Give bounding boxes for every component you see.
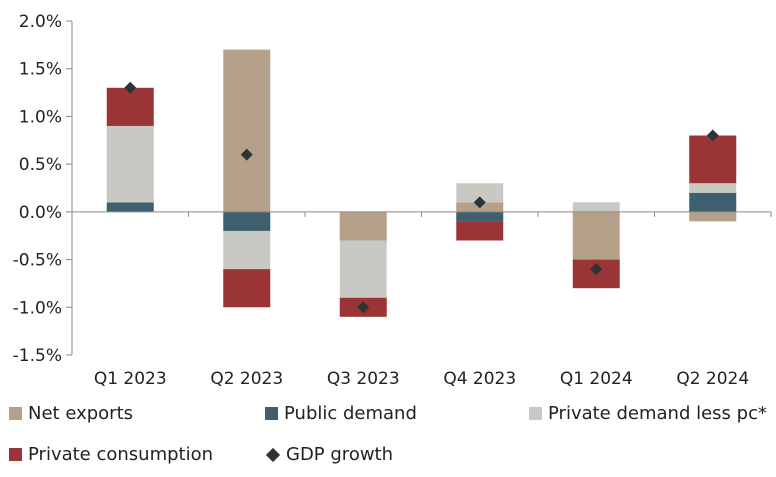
y-axis: 2.0% 1.5% 1.0% 0.5% 0.0% -0.5% -1.0% -1.5%	[13, 12, 73, 366]
gdp-growth-marker	[357, 301, 370, 314]
bar-segment	[572, 202, 620, 212]
y-tick-label: 0.5%	[19, 155, 62, 175]
bar-segment	[106, 202, 154, 212]
y-tick-label: -1.5%	[13, 346, 62, 366]
stacked-bar-chart: 2.0% 1.5% 1.0% 0.5% 0.0% -0.5% -1.0% -1.5% Q1 2…	[13, 12, 772, 389]
bar-segment	[689, 211, 737, 222]
gdp-growth-marker	[473, 196, 486, 209]
legend-swatch-private-demand	[529, 407, 542, 420]
x-tick-label: Q4 2023	[443, 369, 516, 389]
bar-segment	[106, 87, 154, 126]
legend-item-net-exports: Net exports	[9, 403, 133, 424]
y-tick-label: -1.0%	[13, 298, 62, 318]
legend-item-private-demand: Private demand less pc*	[529, 403, 767, 424]
y-tick-label: 0.0%	[19, 203, 62, 223]
bar-segment	[572, 211, 620, 260]
y-tick-label: -0.5%	[13, 251, 62, 271]
y-tick-label: 1.5%	[19, 60, 62, 80]
gdp-growth-marker	[706, 129, 719, 142]
x-tick-label: Q2 2024	[676, 369, 749, 389]
bar-segment	[689, 183, 737, 193]
legend: Net exports Public demand Private demand…	[0, 395, 776, 475]
bar-segment	[339, 240, 387, 298]
bar-segment	[456, 221, 504, 241]
legend-label-private-demand: Private demand less pc*	[548, 403, 767, 424]
x-axis: Q1 2023 Q2 2023 Q3 2023 Q4 2023 Q1 2024 Q2 20…	[71, 211, 772, 389]
gdp-growth-marker	[240, 148, 253, 161]
legend-item-private-consumption: Private consumption	[9, 444, 213, 465]
legend-swatch-net-exports	[9, 407, 22, 420]
bar-segment	[689, 192, 737, 212]
x-tick-label: Q2 2023	[210, 369, 283, 389]
gdp-marker-group	[124, 81, 719, 314]
gdp-growth-marker	[590, 263, 603, 276]
bar-segment	[106, 125, 154, 203]
bar-segment	[689, 135, 737, 184]
legend-label-private-consumption: Private consumption	[28, 444, 214, 465]
bar-segment	[223, 49, 271, 212]
bar-segment	[456, 183, 504, 203]
bar-series-group	[106, 49, 737, 317]
bar-segment	[339, 211, 387, 241]
x-tick-label: Q1 2023	[94, 369, 167, 389]
bar-segment	[456, 211, 504, 222]
bar-segment	[223, 230, 271, 270]
x-tick-label: Q3 2023	[327, 369, 400, 389]
bar-segment	[223, 269, 271, 308]
y-tick-label: 1.0%	[19, 107, 62, 127]
legend-swatch-public-demand	[265, 407, 278, 420]
legend-label-gdp-growth: GDP growth	[286, 444, 394, 465]
legend-label-public-demand: Public demand	[284, 403, 417, 424]
legend-swatch-private-consumption	[9, 448, 22, 461]
gdp-growth-marker	[124, 81, 137, 94]
legend-item-public-demand: Public demand	[265, 403, 417, 424]
x-tick-label: Q1 2024	[560, 369, 633, 389]
legend-label-net-exports: Net exports	[28, 403, 134, 424]
bar-segment	[223, 211, 271, 231]
y-tick-label: 2.0%	[19, 12, 62, 32]
legend-item-gdp-growth: GDP growth	[265, 444, 393, 465]
legend-diamond-icon	[265, 447, 281, 462]
